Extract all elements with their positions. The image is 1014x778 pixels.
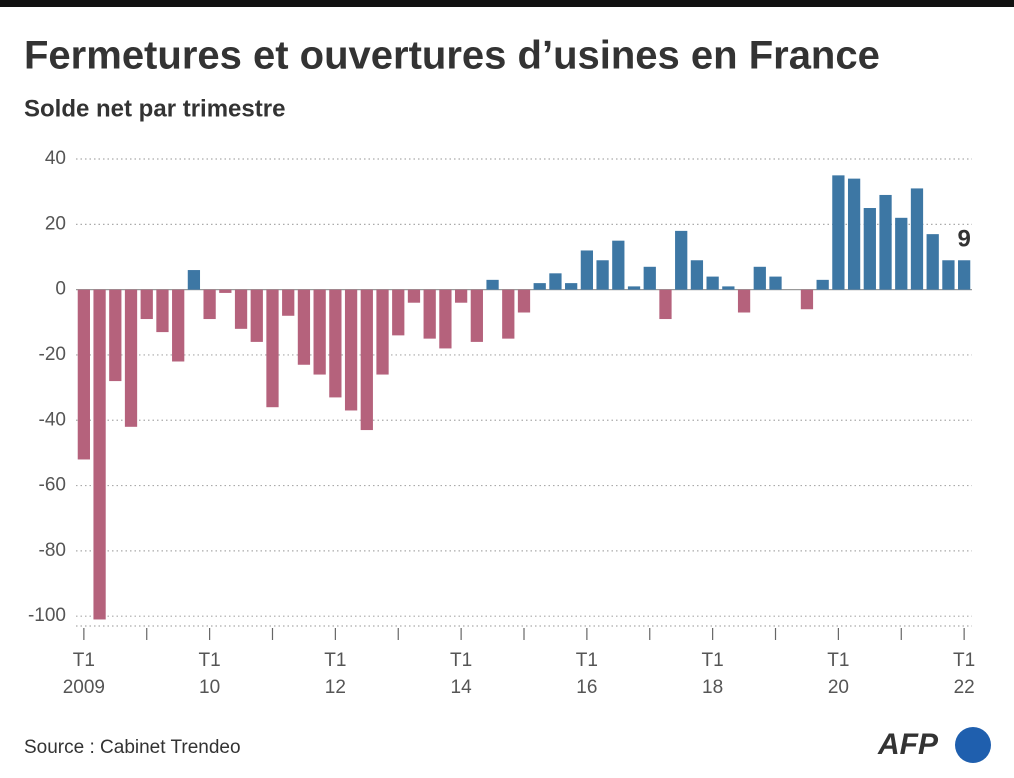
bar bbox=[376, 289, 389, 375]
bar bbox=[627, 286, 641, 290]
y-tick-label: -60 bbox=[39, 475, 66, 496]
chart-subtitle: Solde net par trimestre bbox=[24, 95, 285, 122]
bar bbox=[266, 289, 279, 408]
bar bbox=[675, 230, 688, 290]
bar bbox=[172, 289, 185, 362]
bar bbox=[439, 289, 452, 349]
x-tick-label: T1 bbox=[73, 650, 95, 671]
bar bbox=[659, 289, 672, 320]
bar bbox=[580, 250, 594, 290]
bar bbox=[423, 289, 436, 339]
bar bbox=[454, 289, 468, 303]
x-tick-label: 10 bbox=[199, 677, 220, 698]
y-tick-label: -80 bbox=[39, 540, 66, 561]
bar bbox=[282, 289, 295, 316]
bar bbox=[109, 289, 122, 382]
bar bbox=[612, 240, 625, 290]
x-tick-label: T1 bbox=[199, 650, 221, 671]
x-tick-label: 20 bbox=[828, 677, 849, 698]
chart-title: Fermetures et ouvertures d’usines en Fra… bbox=[24, 34, 880, 78]
y-tick-label: -20 bbox=[39, 344, 66, 365]
logo-circle bbox=[955, 727, 991, 763]
bar bbox=[234, 289, 248, 329]
bar bbox=[643, 266, 656, 290]
x-tick-label: 14 bbox=[451, 677, 473, 698]
bar bbox=[832, 175, 845, 290]
bar bbox=[203, 289, 216, 320]
bar bbox=[313, 289, 326, 375]
bar bbox=[926, 234, 939, 290]
source: Source : Cabinet Trendeo bbox=[24, 737, 241, 758]
x-tick-label: T1 bbox=[827, 650, 849, 671]
bar bbox=[706, 276, 719, 290]
bar bbox=[407, 289, 421, 303]
bar bbox=[565, 283, 578, 290]
bar bbox=[879, 194, 892, 290]
x-tick-label: 18 bbox=[702, 677, 723, 698]
bar bbox=[392, 289, 405, 336]
y-tick-label: -100 bbox=[28, 605, 66, 626]
x-tick-label: T1 bbox=[576, 650, 598, 671]
bar bbox=[470, 289, 483, 342]
bar bbox=[533, 283, 546, 290]
bar bbox=[722, 286, 735, 290]
x-tick-label: T1 bbox=[702, 650, 724, 671]
x-tick-label: 2009 bbox=[63, 677, 105, 698]
bar bbox=[549, 273, 562, 290]
bar bbox=[596, 260, 609, 290]
bar bbox=[486, 279, 499, 290]
x-tick-label: 12 bbox=[325, 677, 346, 698]
bar bbox=[895, 217, 908, 290]
x-tick-label: 16 bbox=[576, 677, 597, 698]
y-tick-label: 0 bbox=[55, 279, 66, 300]
y-tick-label: 40 bbox=[45, 148, 66, 169]
bar bbox=[140, 289, 153, 320]
x-tick-label: T1 bbox=[324, 650, 346, 671]
bar bbox=[124, 289, 138, 427]
bar bbox=[910, 188, 924, 290]
bar bbox=[219, 289, 232, 293]
bar bbox=[517, 289, 531, 313]
bar bbox=[156, 289, 169, 333]
bar bbox=[690, 260, 704, 290]
bar bbox=[942, 260, 955, 290]
bar bbox=[93, 289, 106, 620]
bar bbox=[816, 279, 829, 290]
logo: AFP bbox=[877, 728, 939, 761]
top-rule bbox=[0, 0, 1014, 7]
bar bbox=[297, 289, 311, 365]
bar bbox=[187, 270, 201, 290]
x-tick-label: 22 bbox=[954, 677, 975, 698]
bar bbox=[737, 289, 751, 313]
bar bbox=[958, 260, 971, 290]
bar bbox=[847, 178, 861, 290]
bar bbox=[250, 289, 263, 342]
bar bbox=[502, 289, 515, 339]
bar bbox=[753, 266, 766, 290]
x-tick-label: T1 bbox=[953, 650, 975, 671]
bar bbox=[863, 208, 876, 290]
bar bbox=[77, 289, 90, 460]
x-tick-label: T1 bbox=[450, 650, 472, 671]
bar bbox=[769, 276, 782, 290]
bar bbox=[344, 289, 358, 411]
value-label: 9 bbox=[957, 226, 970, 253]
bar bbox=[800, 289, 814, 310]
bar bbox=[329, 289, 342, 398]
y-tick-label: -40 bbox=[39, 409, 66, 430]
y-tick-label: 20 bbox=[45, 213, 66, 234]
bar bbox=[360, 289, 373, 431]
